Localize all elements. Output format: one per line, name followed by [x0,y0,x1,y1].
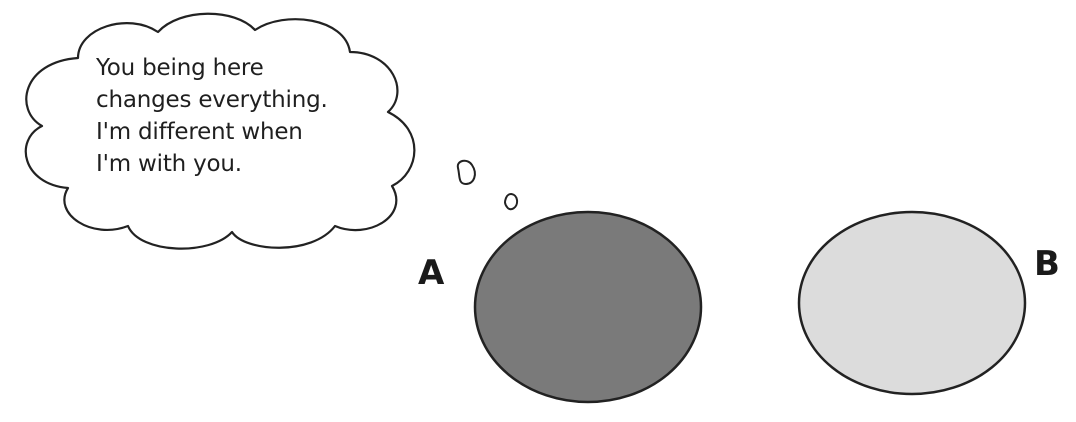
object-b-label: B [1034,244,1060,284]
object-a-circle [473,210,703,404]
object-a-label: A [418,253,445,293]
thought-bubble-cloud [24,12,416,250]
thought-line-4: I'm with you. [96,151,242,177]
thought-trail-bubble-large [456,159,476,186]
thought-line-1: You being here [96,55,264,81]
thought-line-3: I'm different when [96,119,303,145]
object-b-circle [797,210,1027,396]
thought-line-2: changes everything. [96,87,328,113]
thought-bubble-text: You being here changes everything. I'm d… [96,52,396,180]
thought-trail-bubble-small [504,193,519,211]
